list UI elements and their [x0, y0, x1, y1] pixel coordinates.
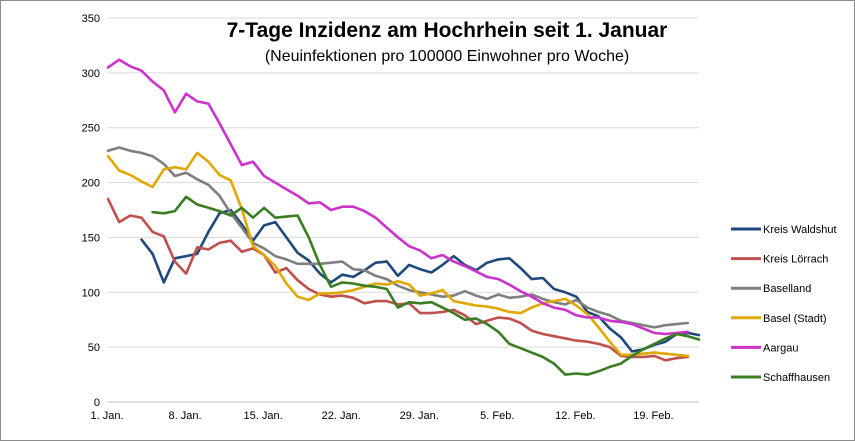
y-tick-label: 200 [82, 178, 100, 190]
y-tick-label: 150 [82, 232, 100, 244]
y-tick-label: 0 [94, 397, 100, 409]
x-tick-label: 5. Feb. [480, 410, 514, 422]
y-tick-label: 100 [82, 287, 100, 299]
y-tick-label: 300 [82, 68, 100, 80]
series-line-5 [106, 58, 690, 336]
x-tick-label: 15. Jan. [244, 410, 283, 422]
series-lines [106, 58, 701, 376]
y-tick-label: 50 [88, 342, 100, 354]
x-tick-label: 8. Jan. [169, 410, 202, 422]
x-tick-label: 12. Feb. [555, 410, 595, 422]
x-tick-label: 22. Jan. [322, 410, 361, 422]
legend-label: Basel (Stadt) [763, 313, 827, 325]
gridlines [108, 17, 699, 348]
x-tick-label: 19. Feb. [633, 410, 673, 422]
series-line-3 [106, 146, 690, 329]
x-tick-label: 29. Jan. [400, 410, 439, 422]
chart-title: 7-Tage Inzidenz am Hochrhein seit 1. Jan… [227, 19, 668, 42]
y-tick-label: 350 [82, 13, 100, 25]
y-tick-label: 250 [82, 123, 100, 135]
series-line-6 [151, 195, 701, 376]
legend-label: Kreis Lörrach [763, 254, 828, 266]
legend: Kreis Waldshut Kreis Lörrach Baselland Base… [731, 224, 837, 384]
legend-label: Baselland [763, 283, 811, 295]
axes: 0 50 100 150 200 250 300 350 1. Jan. 8. Jan. 15. J… [82, 13, 699, 422]
series-line-2 [106, 197, 690, 362]
x-tick-label: 1. Jan. [90, 410, 123, 422]
legend-label: Kreis Waldshut [763, 224, 837, 236]
legend-label: Aargau [763, 342, 798, 354]
legend-label: Schaffhausen [763, 372, 830, 384]
series-line-1 [140, 208, 701, 353]
chart-subtitle: (Neuinfektionen pro 100000 Einwohner pro… [265, 48, 629, 65]
